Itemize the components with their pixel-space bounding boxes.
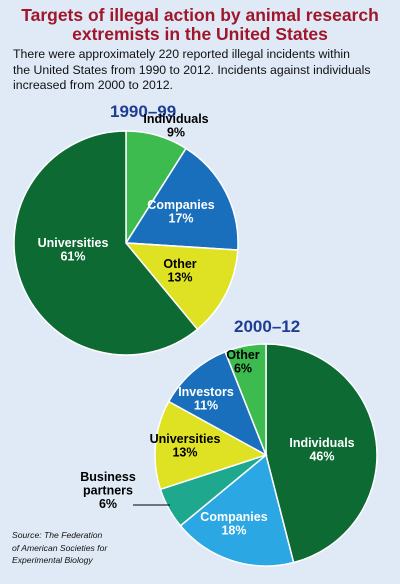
pie-2000-12-label-other: Other 6%	[226, 348, 259, 376]
pie-2000-12-title: 2000–12	[234, 317, 301, 336]
pie-2000-12-label-companies: Companies 18%	[200, 510, 267, 538]
pie-1990-99-title: 1990–99	[110, 102, 177, 121]
pie-2000-12-slice-investors	[167, 350, 268, 457]
pie-1990-99-slice-universities	[13, 130, 199, 356]
pie-1990-99-label-individuals: Individuals 9%	[143, 112, 208, 140]
pie-2000-12-label-individuals: Individuals 46%	[289, 436, 354, 464]
pie-1990-99-label-universities: Universities 61%	[38, 236, 109, 264]
pie-2000-12-label-business-partners: Business partners 6%	[80, 470, 136, 511]
subtitle-line1: There were approximately 220 reported il…	[13, 47, 350, 61]
pie-2000-12-slice-universities	[154, 400, 268, 491]
source-line3: Experimental Biology	[12, 555, 93, 565]
pie-2000-12-slice-individuals	[265, 343, 378, 564]
source-line1: Source: The Federation	[12, 530, 103, 540]
pie-1990-99-slice-other	[124, 242, 239, 331]
source-note: Source: The Federation of American Socie…	[12, 529, 172, 567]
chart-title: Targets of illegal action by animal rese…	[0, 6, 400, 44]
subtitle-line3: increased from 2000 to 2012.	[13, 78, 173, 92]
source-line2: of American Societies for	[12, 542, 108, 553]
chart-title-line1: Targets of illegal action by animal rese…	[21, 5, 379, 25]
chart-subtitle: There were approximately 220 reported il…	[13, 47, 393, 94]
chart-title-line2: extremists in the United States	[72, 24, 328, 44]
pie-2000-12-label-investors: Investors 11%	[178, 385, 234, 413]
pie-1990-99-label-companies: Companies 17%	[147, 198, 214, 226]
pie-1990-99-slice-companies	[124, 147, 239, 251]
pie-2000-12-label-universities: Universities 13%	[150, 432, 221, 460]
subtitle-line2: the United States from 1990 to 2012. Inc…	[13, 62, 371, 77]
pie-1990-99-label-other: Other 13%	[163, 257, 196, 285]
pie-2000-12-slice-companies	[179, 453, 295, 567]
pie-2000-12-slice-other	[224, 343, 267, 456]
